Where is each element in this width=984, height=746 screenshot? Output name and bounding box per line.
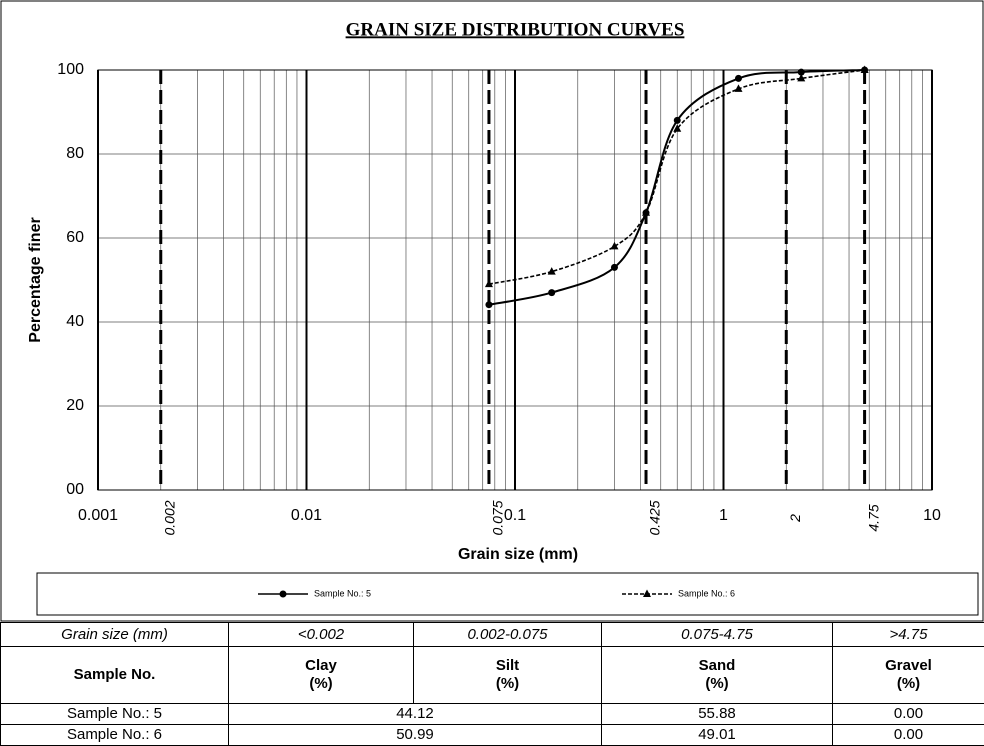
data-point [674,117,681,124]
data-point [485,301,492,308]
cell: Sample No.: 6 [1,725,229,746]
cell: Sand(%) [602,647,833,704]
data-point [610,242,618,250]
cell-text: Gravel [833,657,984,675]
x-tick-label: 0.001 [78,507,118,524]
cell: >4.75 [833,623,984,647]
chart-title: GRAIN SIZE DISTRIBUTION CURVES [346,19,685,40]
cell: 0.002-0.075 [414,623,602,647]
y-tick-label: 100 [57,61,84,78]
cell: 0.075-4.75 [602,623,833,647]
y-tick-label: 00 [66,481,84,498]
legend-frame [37,573,978,615]
cell: Gravel(%) [833,647,984,704]
data-point [735,75,742,82]
cell: 0.00 [833,725,984,746]
cell: 50.99 [229,725,602,746]
cell: 55.88 [602,704,833,725]
x-tick-label: 0.01 [291,507,322,524]
data-point [611,264,618,271]
data-point [548,289,555,296]
cell-unit: (%) [229,675,413,693]
y-tick-label: 80 [66,145,84,162]
boundary-label: 0.002 [161,500,177,535]
chart: GRAIN SIZE DISTRIBUTION CURVES Grain siz… [0,0,984,622]
cell-unit: (%) [414,675,601,693]
legend-marker [280,591,287,598]
cell: Grain size (mm) [1,623,229,647]
boundary-label: 4.75 [865,504,881,531]
y-tick-label: 40 [66,313,84,330]
y-tick-label: 60 [66,229,84,246]
x-axis-title: Grain size (mm) [458,546,578,563]
x-tick-label: 1 [719,507,728,524]
legend-label: Sample No.: 6 [678,588,735,598]
cell-text: Clay [229,657,413,675]
cell-unit: (%) [833,675,984,693]
cell: Clay(%) [229,647,414,704]
cell: Sample No.: 5 [1,704,229,725]
cell: 44.12 [229,704,602,725]
summary-table: Grain size (mm) <0.002 0.002-0.075 0.075… [0,622,984,746]
y-axis-title: Percentage finer [27,217,44,342]
y-tick-label: 20 [66,397,84,414]
cell: 49.01 [602,725,833,746]
x-tick-label: 0.1 [504,507,526,524]
cell-text: Silt [414,657,601,675]
series-line [489,70,865,284]
cell-unit: (%) [602,675,832,693]
cell: Sample No. [1,647,229,704]
legend-label: Sample No.: 5 [314,588,371,598]
boundary-label: 2 [787,514,803,523]
cell-text: Sand [602,657,832,675]
series-line [489,70,865,305]
x-tick-label: 10 [923,507,941,524]
boundary-label: 0.075 [490,500,506,535]
cell: Silt(%) [414,647,602,704]
cell: 0.00 [833,704,984,725]
cell: <0.002 [229,623,414,647]
boundary-label: 0.425 [647,500,663,535]
